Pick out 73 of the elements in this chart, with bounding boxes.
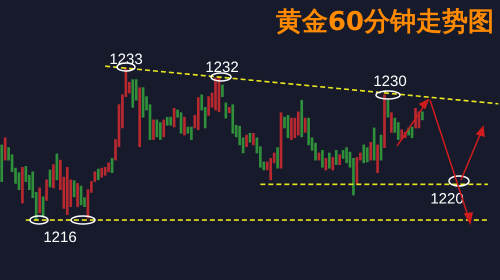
candlestick — [280, 112, 282, 169]
candlestick — [304, 118, 307, 133]
candlestick — [369, 142, 372, 160]
candlestick — [100, 168, 104, 178]
candlestick — [162, 120, 166, 138]
candlestick — [372, 128, 376, 160]
candlestick — [345, 147, 348, 164]
candlestick — [159, 122, 162, 140]
candlestick — [156, 120, 158, 138]
candlestick — [96, 168, 100, 180]
candlestick — [224, 102, 228, 118]
candlestick — [0, 144, 4, 182]
candlestick — [172, 108, 176, 128]
candlestick — [107, 162, 110, 172]
candlestick — [296, 111, 300, 136]
candlestick — [18, 172, 20, 190]
candlestick — [300, 100, 304, 138]
candlestick — [286, 115, 290, 138]
candlestick — [142, 87, 144, 118]
candlestick — [104, 166, 107, 176]
candlestick — [342, 150, 344, 159]
candlestick — [38, 188, 41, 214]
candlestick — [214, 77, 217, 110]
candlestick — [66, 166, 69, 216]
candlestick — [48, 170, 52, 188]
candlestick — [390, 112, 393, 133]
candlestick — [290, 118, 293, 140]
annotation: 1216 — [43, 229, 77, 246]
candlestick — [331, 157, 334, 170]
candlestick — [245, 134, 248, 148]
candlestick — [76, 183, 79, 207]
candlestick — [207, 96, 210, 116]
candlestick — [410, 126, 414, 138]
candlestick — [45, 179, 48, 201]
candlestick — [321, 150, 324, 168]
candlestick — [318, 152, 320, 160]
candlestick — [362, 144, 366, 164]
candlestick — [80, 186, 82, 206]
candlestick — [183, 116, 186, 136]
candlestick — [366, 147, 369, 162]
candlestick — [221, 84, 224, 97]
candlestick — [252, 132, 255, 146]
candlestick — [328, 152, 331, 169]
candlestick — [4, 137, 7, 160]
candlestick — [376, 144, 379, 173]
candlestick — [190, 126, 193, 140]
candlestick — [396, 122, 400, 140]
candlestick — [228, 107, 231, 114]
candlestick — [110, 158, 114, 173]
candlestick — [152, 120, 155, 140]
candlestick — [386, 100, 390, 118]
candlestick — [421, 111, 424, 120]
candlestick — [131, 79, 134, 108]
candlestick — [231, 104, 234, 134]
candlestick — [169, 116, 172, 126]
candlestick — [52, 164, 55, 188]
chart-title: 黄金60分钟走势图 — [276, 6, 494, 39]
candlestick — [56, 154, 58, 180]
candlestick — [248, 132, 252, 143]
candlestick — [380, 134, 382, 160]
candlestick — [138, 87, 141, 148]
candlestick — [334, 150, 338, 165]
candlestick — [383, 94, 386, 148]
candlestick — [324, 158, 328, 170]
candlestick — [166, 116, 169, 126]
candlestick — [276, 147, 279, 169]
annotation: 1232 — [205, 59, 239, 76]
annotation: 1230 — [373, 72, 407, 90]
candlestick — [196, 97, 200, 130]
candlestick — [72, 180, 76, 198]
candlestick — [338, 154, 341, 165]
candlestick — [180, 112, 182, 134]
candlestick — [21, 166, 24, 204]
